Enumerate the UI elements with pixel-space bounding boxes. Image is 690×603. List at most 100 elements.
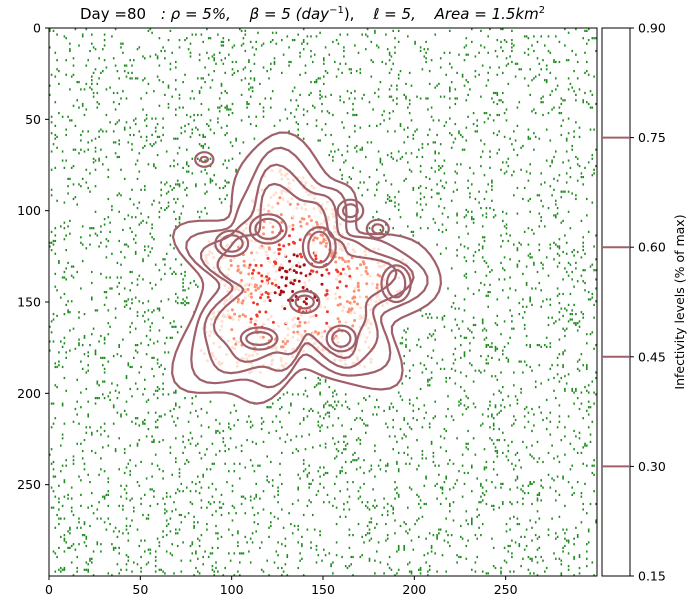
- healthy-point: [542, 59, 544, 62]
- healthy-point: [593, 464, 595, 467]
- healthy-point: [465, 99, 468, 102]
- infected-point: [278, 268, 282, 272]
- healthy-point: [478, 190, 480, 193]
- healthy-point: [239, 152, 241, 155]
- healthy-point: [215, 524, 217, 528]
- healthy-point: [302, 40, 305, 43]
- healthy-point: [427, 380, 429, 383]
- healthy-point: [315, 124, 318, 127]
- healthy-point: [538, 243, 541, 246]
- healthy-point: [489, 166, 491, 169]
- healthy-point: [85, 82, 88, 85]
- healthy-point: [483, 121, 486, 124]
- healthy-point: [279, 473, 281, 476]
- healthy-point: [284, 440, 287, 443]
- healthy-point: [525, 344, 528, 347]
- healthy-point: [319, 391, 321, 394]
- healthy-point: [491, 439, 493, 442]
- healthy-point: [491, 185, 493, 188]
- healthy-point: [111, 208, 113, 211]
- healthy-point: [107, 333, 110, 336]
- healthy-point: [151, 223, 153, 226]
- contour-island: [336, 198, 365, 223]
- healthy-point: [392, 426, 394, 429]
- healthy-point: [83, 521, 86, 524]
- healthy-point: [83, 523, 86, 526]
- healthy-point: [189, 501, 192, 504]
- healthy-point: [487, 183, 489, 186]
- healthy-point: [94, 210, 97, 213]
- healthy-point: [419, 387, 422, 391]
- healthy-point: [176, 197, 179, 201]
- healthy-point: [567, 303, 570, 306]
- healthy-point: [494, 566, 497, 570]
- healthy-point: [144, 57, 146, 60]
- healthy-point: [527, 484, 530, 487]
- healthy-point: [410, 84, 413, 87]
- healthy-point: [56, 199, 58, 202]
- healthy-point: [560, 196, 563, 199]
- healthy-point: [366, 141, 369, 144]
- healthy-point: [555, 77, 557, 80]
- healthy-point: [355, 150, 358, 153]
- infected-point: [292, 253, 296, 257]
- healthy-point: [494, 406, 497, 409]
- healthy-point: [182, 81, 184, 84]
- healthy-point: [407, 126, 409, 129]
- healthy-point: [220, 126, 223, 129]
- healthy-point: [591, 201, 594, 204]
- healthy-point: [239, 561, 241, 564]
- healthy-point: [578, 369, 581, 372]
- healthy-point: [359, 442, 362, 445]
- infected-point: [266, 295, 270, 299]
- healthy-point: [144, 249, 146, 252]
- healthy-point: [491, 342, 493, 345]
- healthy-point: [341, 154, 343, 157]
- healthy-point: [217, 106, 219, 109]
- healthy-point: [87, 369, 89, 372]
- healthy-point: [520, 535, 522, 538]
- healthy-point: [481, 236, 484, 239]
- healthy-point: [522, 305, 524, 308]
- infected-point: [236, 232, 239, 236]
- healthy-point: [408, 349, 411, 352]
- healthy-point: [565, 150, 568, 153]
- infected-point: [358, 314, 362, 318]
- infected-point: [378, 298, 382, 302]
- healthy-point: [425, 57, 427, 60]
- healthy-point: [513, 384, 515, 387]
- healthy-point: [114, 141, 117, 144]
- healthy-point: [593, 391, 595, 394]
- healthy-point: [533, 132, 535, 135]
- healthy-point: [377, 181, 380, 184]
- healthy-point: [394, 532, 396, 535]
- infected-point: [307, 193, 311, 197]
- healthy-point: [332, 572, 334, 575]
- healthy-point: [427, 97, 429, 100]
- healthy-point: [516, 451, 519, 454]
- infected-point: [270, 359, 274, 363]
- infected-point: [356, 281, 360, 285]
- healthy-point: [49, 349, 51, 352]
- healthy-point: [310, 49, 312, 53]
- healthy-point: [418, 568, 420, 571]
- healthy-point: [49, 28, 51, 31]
- healthy-point: [463, 46, 466, 49]
- healthy-point: [397, 73, 400, 76]
- healthy-point: [463, 482, 466, 485]
- healthy-point: [74, 28, 77, 31]
- healthy-point: [553, 214, 555, 217]
- healthy-point: [352, 555, 354, 559]
- healthy-point: [96, 234, 99, 237]
- healthy-point: [80, 133, 82, 137]
- healthy-point: [235, 170, 237, 173]
- infected-point: [278, 196, 282, 200]
- healthy-point: [301, 435, 303, 438]
- healthy-point: [158, 365, 161, 369]
- healthy-point: [96, 508, 99, 511]
- healthy-point: [270, 406, 272, 409]
- healthy-point: [549, 411, 552, 414]
- healthy-point: [344, 62, 347, 65]
- healthy-point: [549, 303, 552, 306]
- healthy-point: [153, 309, 155, 312]
